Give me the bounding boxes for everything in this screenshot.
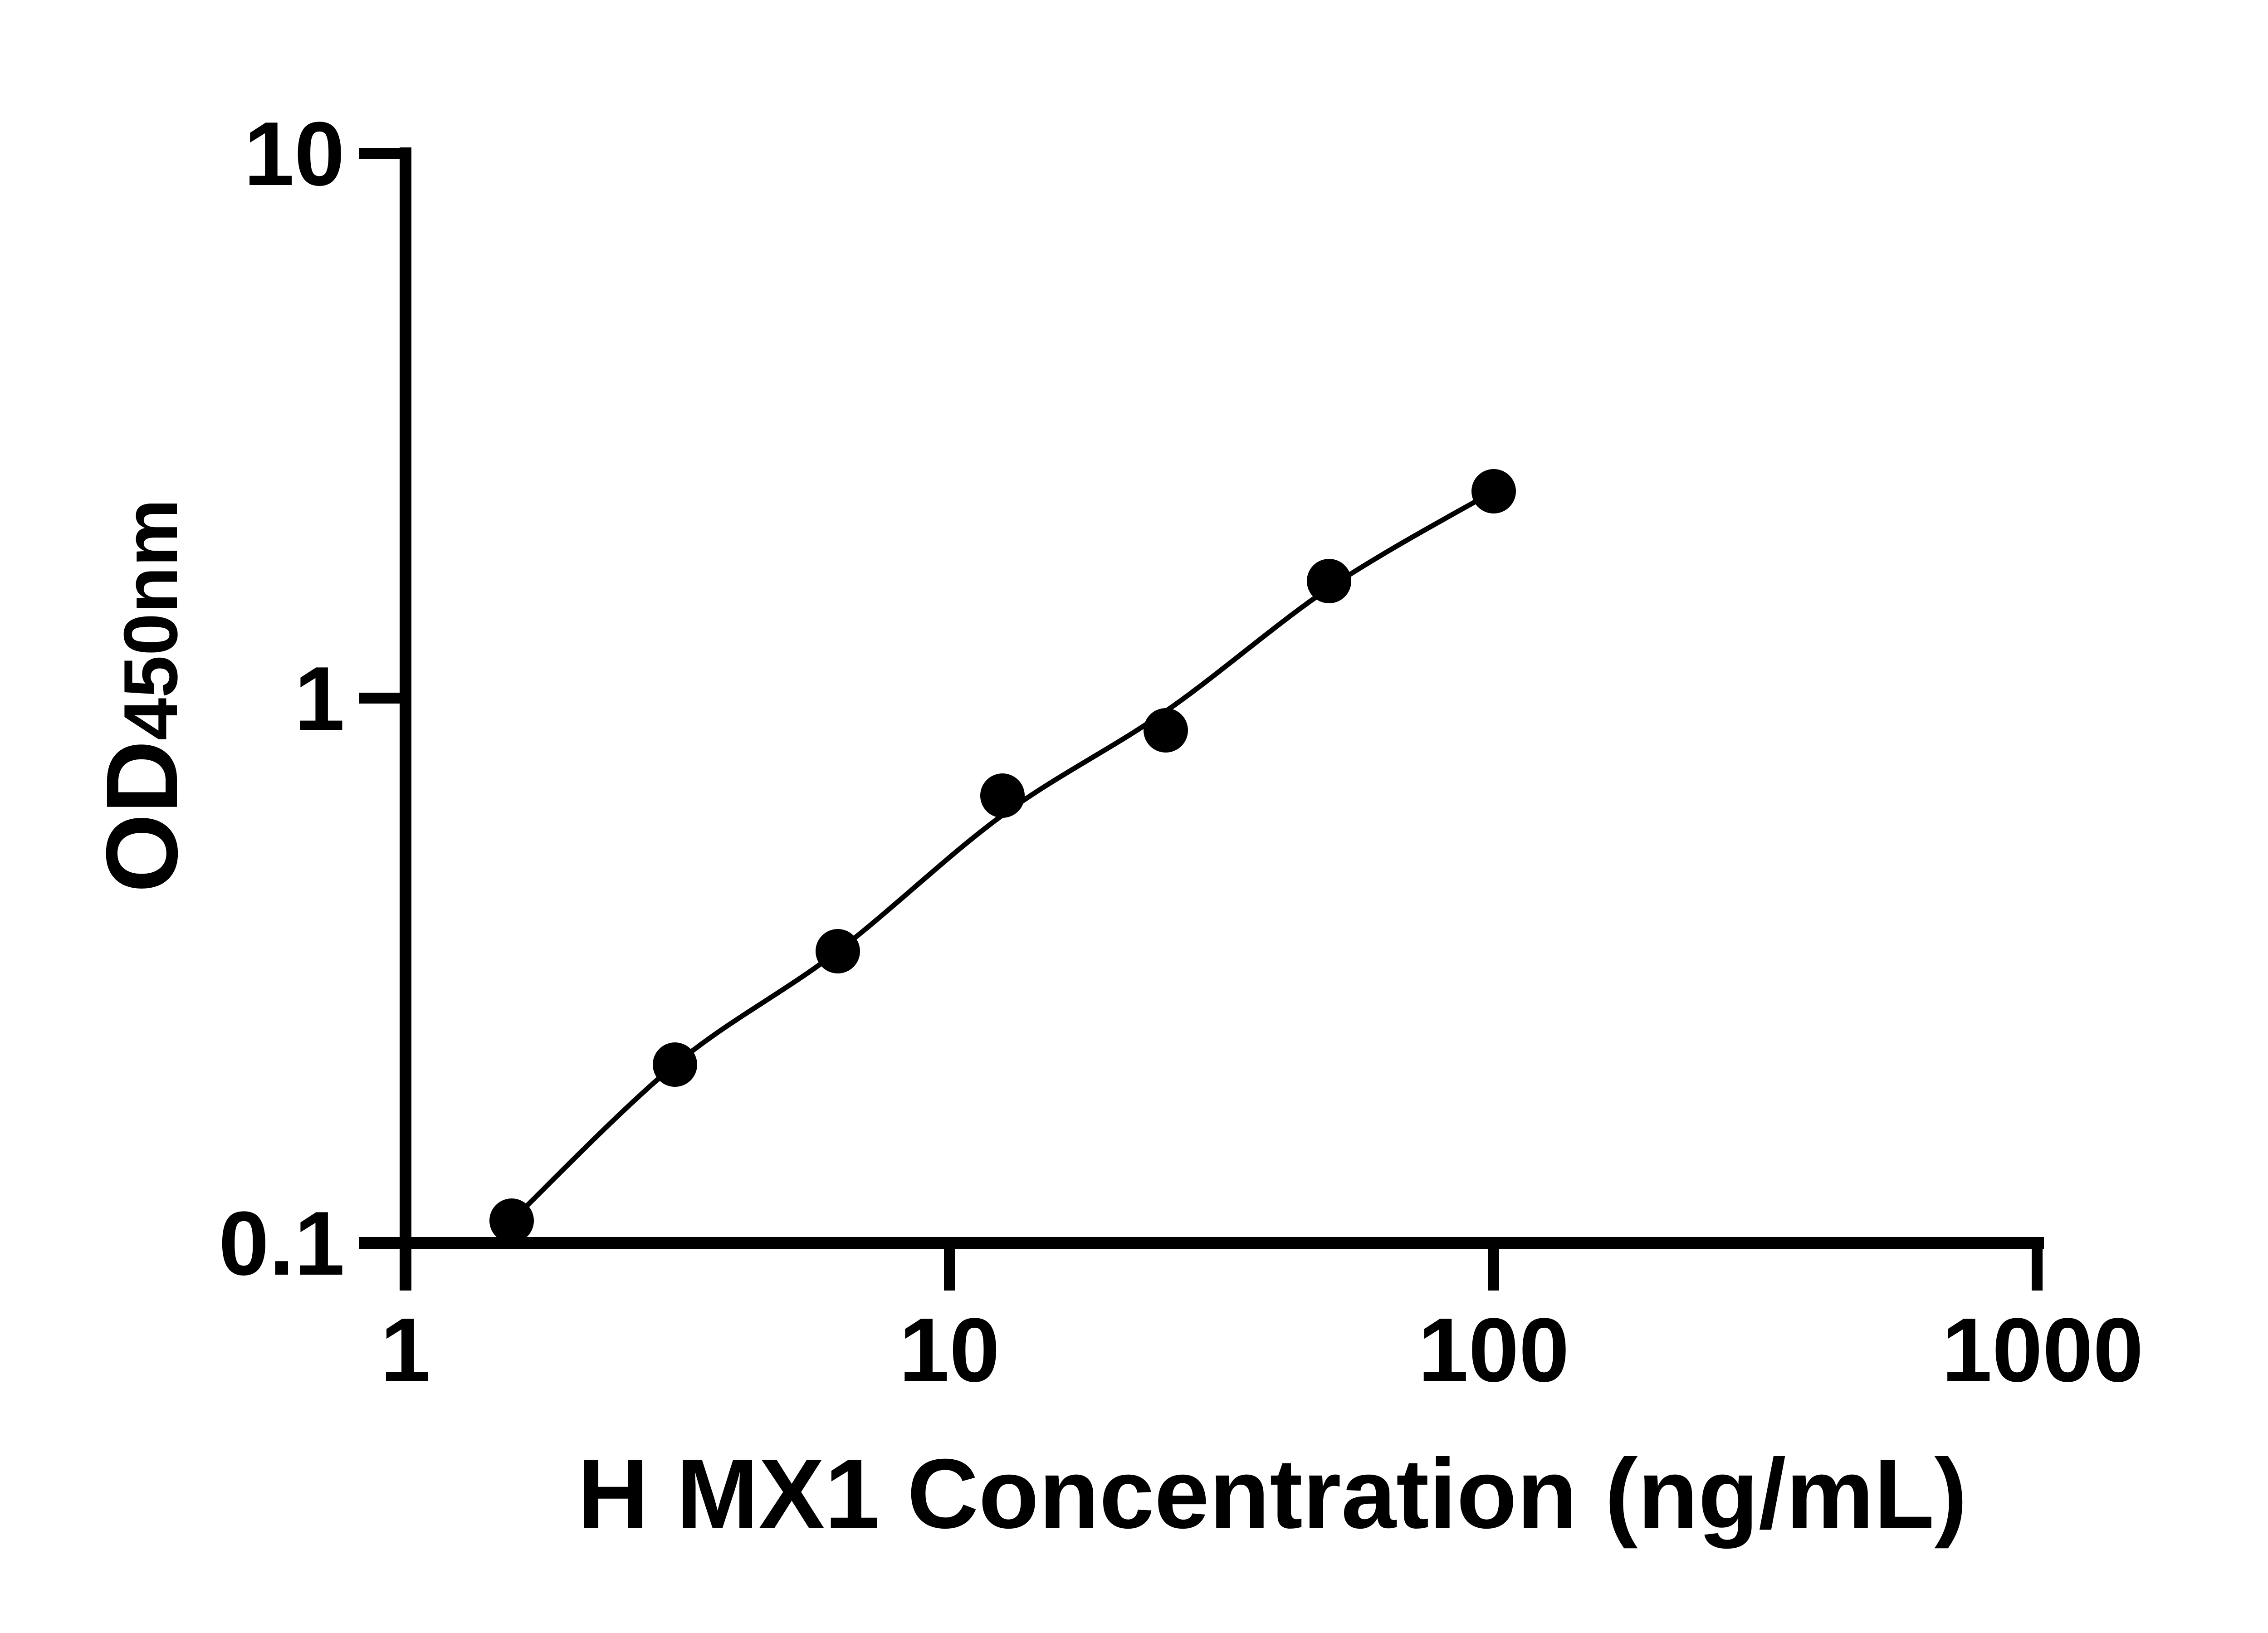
svg-text:1: 1 — [380, 1300, 430, 1401]
svg-text:0.1: 0.1 — [219, 1193, 345, 1294]
svg-text:H MX1 Concentration (ng/mL): H MX1 Concentration (ng/mL) — [577, 1439, 1967, 1549]
svg-text:1: 1 — [294, 648, 345, 749]
svg-text:10: 10 — [244, 103, 345, 205]
svg-text:100: 100 — [1418, 1300, 1569, 1401]
svg-text:1000: 1000 — [1942, 1300, 2144, 1401]
svg-text:OD450nm: OD450nm — [85, 499, 199, 893]
svg-text:10: 10 — [899, 1300, 1000, 1401]
